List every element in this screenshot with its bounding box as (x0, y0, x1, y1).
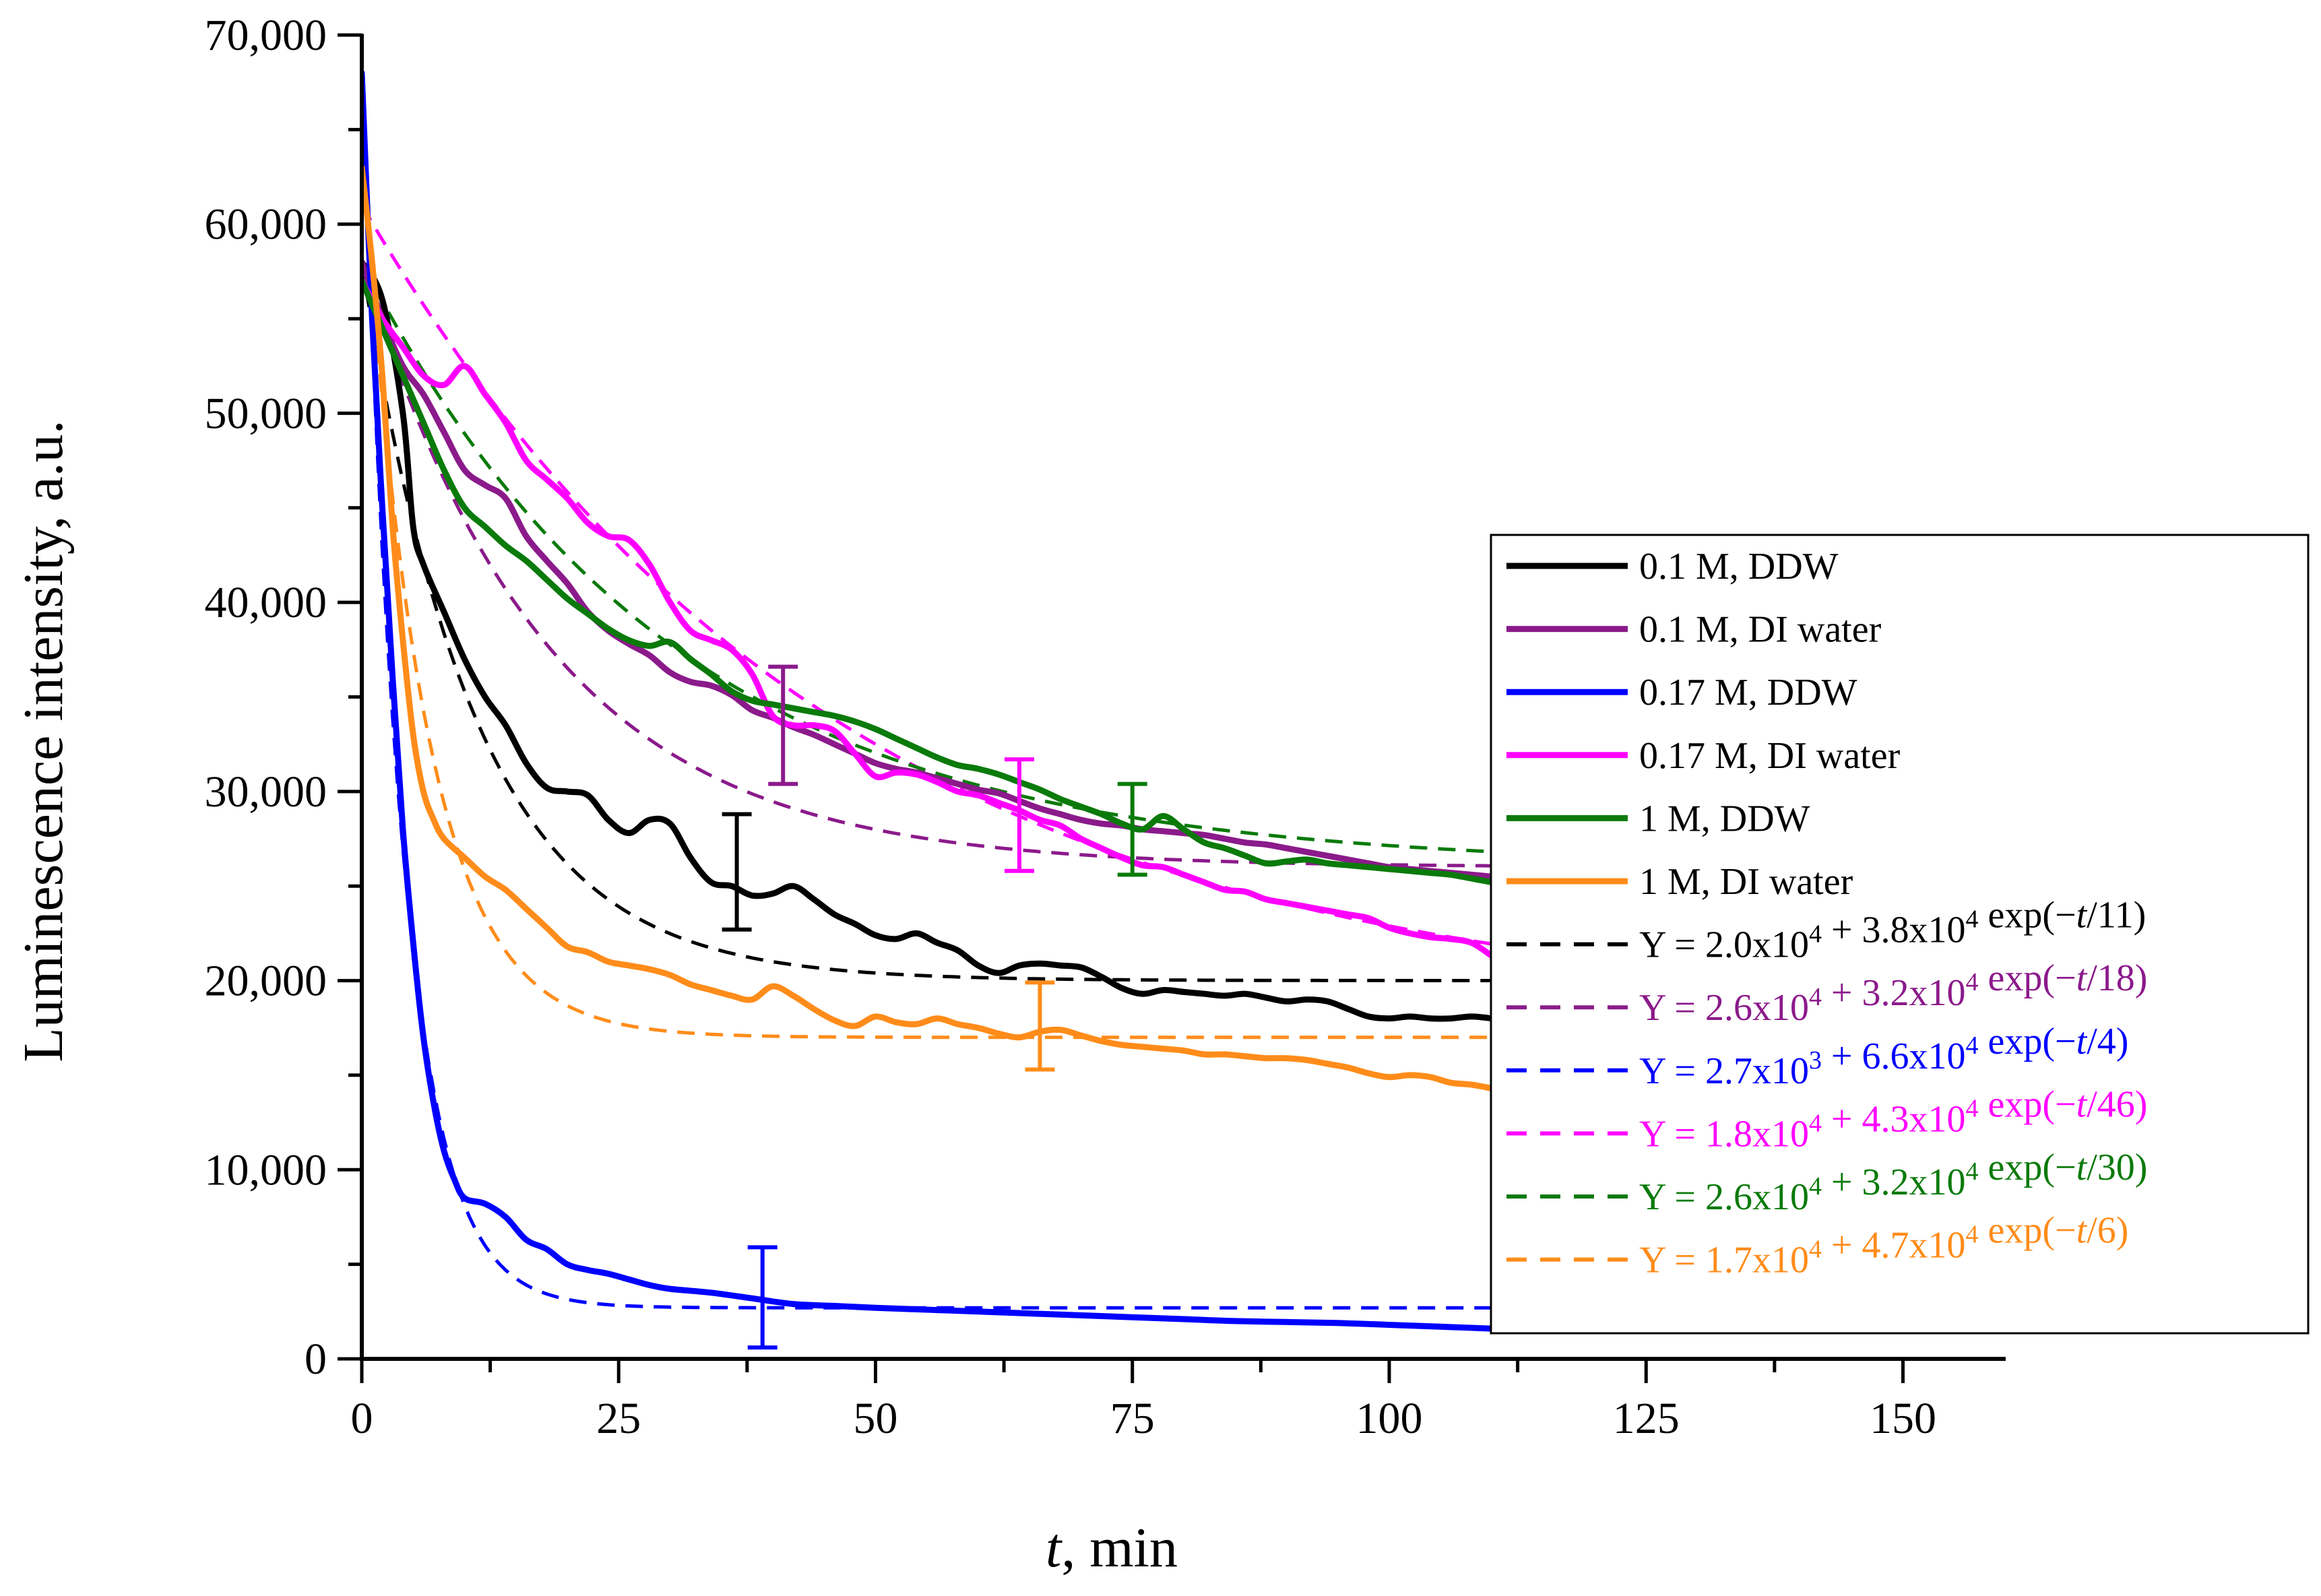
y-tick-label: 50,000 (205, 389, 327, 438)
legend-fit-label: Y = 1.7x104 + 4.7x104 exp(−t/6) (1639, 1210, 2128, 1281)
error-bar-2 (768, 664, 798, 786)
legend-label: 0.1 M, DI water (1639, 609, 1882, 651)
x-tick-label: 150 (1870, 1394, 1936, 1443)
x-axis-title: t, min (1046, 1517, 1178, 1579)
legend-label: 1 M, DDW (1639, 798, 1810, 839)
fit-line-4 (362, 204, 1513, 949)
legend-label: 1 M, DI water (1639, 861, 1853, 903)
y-tick-label: 30,000 (205, 767, 327, 817)
x-tick-label: 125 (1613, 1394, 1680, 1443)
series-line-1 (362, 259, 1495, 1022)
legend-label: 0.1 M, DDW (1639, 546, 1839, 587)
legend-fit-label: Y = 1.8x104 + 4.3x104 exp(−t/46) (1639, 1083, 2147, 1155)
y-tick-label: 10,000 (205, 1145, 327, 1194)
x-axis-title-unit: , min (1061, 1517, 1178, 1579)
fit-line-5 (362, 261, 1513, 855)
y-tick-label: 20,000 (205, 957, 327, 1006)
legend: 0.1 M, DDW 0.1 M, DI water 0.17 M, DDW 0.17… (1490, 534, 2310, 1335)
y-axis-title: Luminescence intensity, a.u. (12, 420, 75, 1062)
y-tick-label: 60,000 (205, 200, 327, 249)
error-bar-5 (1117, 781, 1147, 877)
legend-fit-label: Y = 2.7x103 + 6.6x104 exp(−t/4) (1639, 1021, 2128, 1092)
legend-label: 0.17 M, DDW (1639, 672, 1857, 713)
error-bar-3 (747, 1245, 777, 1350)
legend-label: 0.17 M, DI water (1639, 735, 1901, 777)
legend-fit-label: Y = 2.6x104 + 3.2x104 exp(−t/18) (1639, 957, 2147, 1029)
series-line-6 (362, 164, 1495, 1092)
fit-line-6 (362, 148, 1513, 1040)
x-tick-label: 100 (1356, 1394, 1423, 1443)
series-line-5 (362, 278, 1495, 886)
fit-line-1 (362, 261, 1513, 982)
y-tick-label: 0 (305, 1335, 327, 1384)
x-tick-label: 25 (596, 1394, 641, 1443)
y-tick-label: 40,000 (205, 578, 327, 627)
x-tick-label: 50 (854, 1394, 898, 1443)
x-tick-label: 75 (1110, 1394, 1155, 1443)
series-line-4 (362, 278, 1495, 959)
legend-box (1490, 534, 2310, 1335)
y-tick-label: 70,000 (205, 11, 327, 60)
x-tick-label: 0 (351, 1394, 373, 1443)
error-bar-6 (1025, 980, 1055, 1072)
series-line-3 (362, 69, 1495, 1332)
legend-fit-label: Y = 2.0x104 + 3.8x104 exp(−t/11) (1639, 895, 2146, 966)
x-axis-title-var: t (1046, 1517, 1063, 1579)
legend-fit-label: Y = 2.6x104 + 3.2x104 exp(−t/30) (1639, 1147, 2147, 1218)
error-bar-1 (722, 812, 752, 932)
error-bar-4 (1005, 757, 1034, 873)
fit-line-3 (362, 59, 1513, 1310)
